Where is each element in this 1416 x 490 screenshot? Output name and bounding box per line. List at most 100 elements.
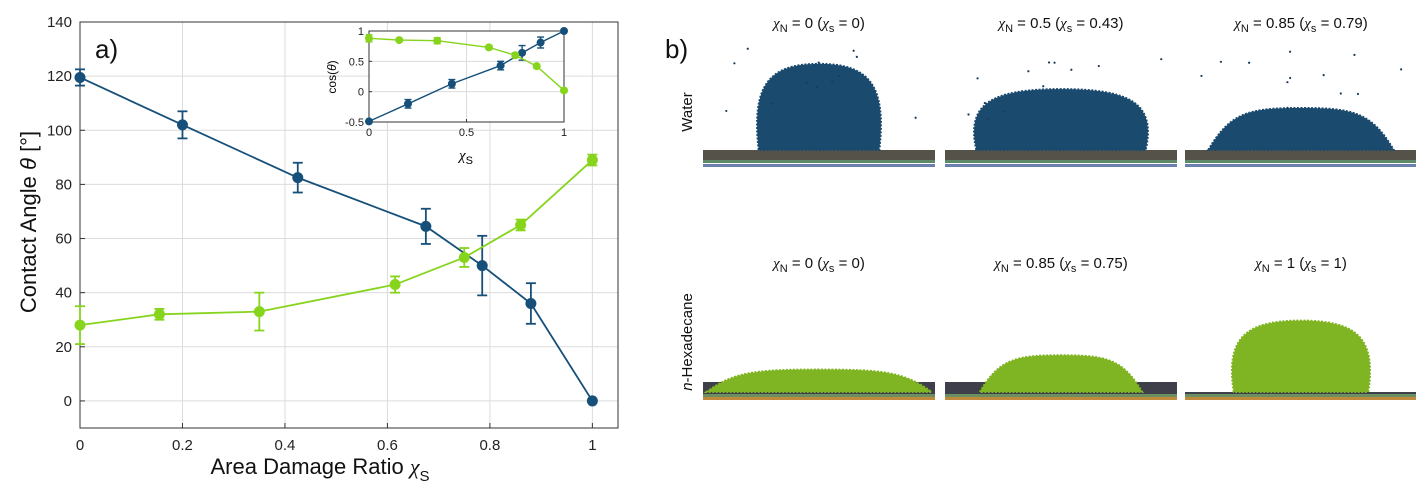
vapor-molecule bbox=[983, 101, 986, 105]
inset-plot-frame bbox=[368, 30, 565, 123]
snapshot-caption-part-5: s bbox=[1311, 23, 1317, 35]
droplet bbox=[756, 62, 882, 151]
vapor-molecule bbox=[1339, 92, 1342, 95]
main-series-1-point bbox=[292, 172, 304, 184]
vapor-molecule bbox=[967, 113, 970, 116]
substrate-layer bbox=[1185, 150, 1416, 162]
main-x-axis-label: Area Damage Ratio χS bbox=[210, 454, 429, 485]
main-y-tick-label: 0 bbox=[64, 393, 72, 410]
snapshot-caption-part-1: χ bbox=[1253, 256, 1262, 272]
main-y-axis-label-text: Contact Angle bbox=[16, 170, 41, 313]
snapshot-caption-part-6: = 0.75) bbox=[1076, 255, 1127, 272]
snapshot-caption-part-1: χ bbox=[771, 16, 780, 32]
inset-series-2-point bbox=[532, 62, 541, 71]
substrate-bottom-stripe bbox=[703, 164, 935, 167]
main-x-tick-label: 1 bbox=[588, 437, 596, 454]
main-x-axis-label-subscript: S bbox=[420, 468, 430, 485]
snapshot-water-2: χN = 0.5 (χs = 0.43) bbox=[945, 15, 1177, 167]
droplet bbox=[973, 88, 1149, 151]
inset-x-tick-label: 1 bbox=[561, 127, 567, 139]
vapor-molecule bbox=[1070, 68, 1073, 71]
vapor-molecule bbox=[1289, 76, 1292, 80]
vapor-molecule bbox=[1027, 70, 1030, 73]
vapor-molecule bbox=[815, 85, 818, 89]
main-y-tick-label: 100 bbox=[47, 122, 72, 139]
snapshot-caption-part-6: = 1) bbox=[1316, 255, 1346, 272]
snapshot-caption-part-4: χ bbox=[1062, 256, 1071, 272]
main-series-1-point bbox=[74, 71, 86, 83]
vapor-molecule bbox=[976, 77, 979, 80]
snapshot-caption: χN = 1 (χs = 1) bbox=[1253, 255, 1347, 275]
inset-series-2-point bbox=[365, 34, 373, 43]
snapshot-caption: χN = 0.85 (χs = 0.75) bbox=[992, 255, 1127, 275]
main-y-tick-label: 140 bbox=[47, 14, 72, 31]
inset-x-axis-label-subscript: S bbox=[466, 155, 473, 167]
inset-series-1-point bbox=[536, 38, 545, 47]
inset-x-axis-label: χS bbox=[457, 148, 473, 167]
row-label-hexadecane-prefix: n bbox=[679, 382, 696, 390]
inset-y-tick-label: 0 bbox=[358, 87, 364, 99]
main-x-tick-label: 0.6 bbox=[377, 437, 398, 454]
inset-x-tick-label: 0.5 bbox=[459, 127, 474, 139]
vapor-molecule bbox=[1322, 74, 1325, 77]
vapor-molecule bbox=[1247, 61, 1251, 64]
snapshot-caption-part-6: = 0) bbox=[834, 15, 864, 32]
snapshot-caption-part-1: χ bbox=[1232, 16, 1241, 32]
snapshot-caption-part-3: = 1 ( bbox=[1270, 255, 1305, 272]
main-x-axis-label-text: Area Damage Ratio bbox=[210, 454, 409, 479]
vapor-molecule bbox=[1097, 64, 1100, 68]
droplet bbox=[1230, 319, 1372, 393]
vapor-molecule bbox=[805, 81, 808, 85]
snapshot-caption-part-3: = 0 ( bbox=[788, 255, 823, 272]
snapshot-caption-part-5: s bbox=[829, 263, 835, 275]
snapshot-hexadecane-2: χN = 0.85 (χs = 0.75) bbox=[945, 255, 1177, 400]
main-series bbox=[74, 68, 598, 407]
main-x-axis-label-symbol: χ bbox=[408, 454, 421, 479]
substrate-layer bbox=[703, 150, 935, 162]
main-x-tick-label: 0.2 bbox=[172, 437, 193, 454]
vapor-molecule bbox=[1200, 74, 1203, 78]
snapshot-caption-part-2: N bbox=[780, 23, 788, 35]
snapshot-caption-part-3: = 0 ( bbox=[788, 15, 823, 32]
snapshot-caption-part-3: = 0.85 ( bbox=[1249, 15, 1304, 32]
snapshot-caption-part-5: s bbox=[829, 23, 835, 35]
substrate-base-stripe bbox=[945, 160, 1177, 163]
snapshot-caption-part-6: = 0.79) bbox=[1316, 15, 1367, 32]
substrate-bottom-stripe bbox=[703, 397, 935, 400]
snapshot-caption-part-4: χ bbox=[820, 16, 829, 32]
inset-y-axis-label-symbol: θ bbox=[325, 64, 339, 71]
snapshot-caption-part-1: χ bbox=[992, 256, 1001, 272]
main-y-tick-label: 20 bbox=[55, 339, 72, 356]
snapshot-caption-part-6: = 0.43) bbox=[1072, 15, 1123, 32]
main-x-tick-label: 0.4 bbox=[275, 437, 296, 454]
inset-series-2-point bbox=[433, 36, 442, 45]
vapor-molecule bbox=[852, 49, 855, 52]
vapor-molecule bbox=[855, 55, 858, 58]
snapshot-caption-part-5: s bbox=[1311, 263, 1317, 275]
substrate-bottom-stripe bbox=[945, 164, 1177, 167]
substrate-base-stripe bbox=[1185, 160, 1416, 163]
main-plot-frame bbox=[79, 21, 619, 429]
main-series-2-point bbox=[389, 279, 401, 291]
main-series-2-point bbox=[586, 154, 598, 166]
vapor-molecule bbox=[831, 80, 834, 83]
inset-y-tick-label: 0.5 bbox=[349, 56, 364, 68]
snapshot-caption: χN = 0.5 (χs = 0.43) bbox=[996, 15, 1123, 35]
vapor-molecule bbox=[1042, 85, 1045, 88]
vapor-molecule bbox=[746, 47, 749, 50]
snapshot-caption-part-2: N bbox=[780, 263, 788, 275]
inset-series-1-point bbox=[496, 61, 505, 70]
vapor-molecule bbox=[725, 109, 728, 113]
inset-y-axis-label-text: cos( bbox=[325, 71, 339, 94]
inset-y-tick-label: -0.5 bbox=[345, 117, 364, 129]
vapor-molecule bbox=[837, 74, 840, 77]
main-y-axis-label-symbol: θ bbox=[16, 158, 41, 170]
inset-series-1-point bbox=[560, 27, 568, 35]
row-label-water: Water bbox=[679, 92, 696, 131]
inset-y-tick-label: 1 bbox=[358, 26, 364, 38]
main-y-axis-label-unit: [°] bbox=[16, 131, 41, 158]
substrate-bottom-stripe bbox=[945, 397, 1177, 400]
snapshot-caption: χN = 0 (χs = 0) bbox=[771, 255, 865, 275]
